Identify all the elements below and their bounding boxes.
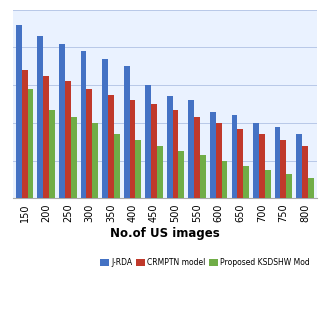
Bar [86, 89, 92, 198]
Bar [102, 59, 108, 198]
Bar [243, 166, 249, 198]
Bar [81, 51, 86, 198]
Bar [188, 100, 194, 198]
Bar [145, 85, 151, 198]
Bar [259, 134, 265, 198]
Bar [22, 70, 28, 198]
Bar [179, 151, 184, 198]
Bar [253, 123, 259, 198]
Bar [210, 112, 216, 198]
Bar [167, 96, 173, 198]
Bar [135, 140, 141, 198]
X-axis label: No.of US images: No.of US images [110, 228, 220, 240]
Bar [265, 170, 270, 198]
Bar [16, 25, 22, 198]
Bar [28, 89, 33, 198]
Bar [237, 129, 243, 198]
Bar [108, 95, 114, 198]
Bar [157, 146, 163, 198]
Bar [37, 36, 43, 198]
Bar [232, 115, 237, 198]
Bar [222, 161, 228, 198]
Bar [124, 66, 130, 198]
Bar [151, 104, 157, 198]
Legend: J-RDA, CRMPTN model, Proposed KSDSHW Mod: J-RDA, CRMPTN model, Proposed KSDSHW Mod [97, 255, 313, 270]
Bar [65, 81, 71, 198]
Bar [49, 110, 55, 198]
Bar [286, 174, 292, 198]
Bar [296, 134, 302, 198]
Bar [194, 117, 200, 198]
Bar [200, 155, 206, 198]
Bar [280, 140, 286, 198]
Bar [130, 100, 135, 198]
Bar [173, 110, 179, 198]
Bar [216, 123, 222, 198]
Bar [92, 123, 98, 198]
Bar [308, 178, 314, 198]
Bar [43, 76, 49, 198]
Bar [275, 127, 280, 198]
Bar [114, 134, 120, 198]
Bar [59, 44, 65, 198]
Bar [71, 117, 76, 198]
Bar [302, 146, 308, 198]
